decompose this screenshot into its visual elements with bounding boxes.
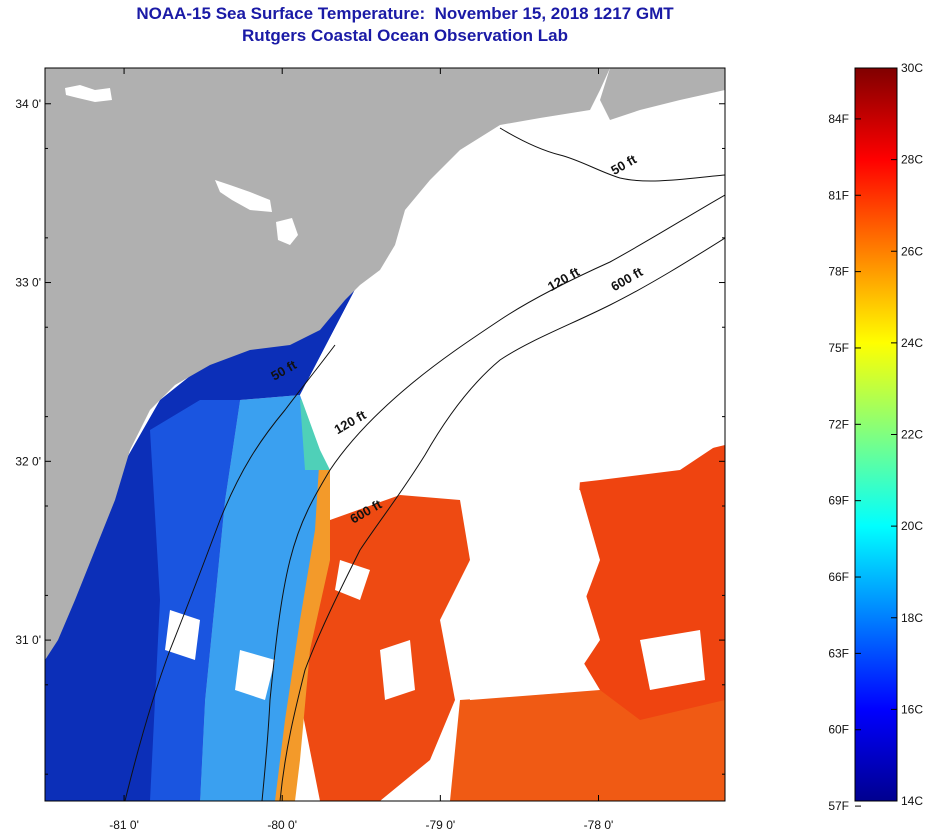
colorbar-labels: 30C 28C 26C 24C 22C 20C 18C 16C 14C 84F 81F 78F 75F 7… (828, 61, 923, 813)
colorbar-celsius-label: 14C (901, 794, 923, 808)
sst-cold-mid (150, 400, 240, 801)
colorbar-fahrenheit-label: 57F (828, 799, 849, 813)
lat-tick-label: 34 0' (15, 97, 41, 111)
lat-tick-label: 33 0' (15, 276, 41, 290)
colorbar-celsius-label: 26C (901, 244, 923, 258)
cloud-gap (165, 610, 200, 660)
axis-ticks: 34 0' 33 0' 32 0' 31 0' -81 0' -80 0' -79 0' -7… (15, 68, 725, 832)
colorbar-celsius-label: 24C (901, 336, 923, 350)
colorbar-fahrenheit-label: 69F (828, 494, 849, 508)
colorbar-fahrenheit-label: 66F (828, 570, 849, 584)
colorbar-celsius-label: 30C (901, 61, 923, 75)
isobath-contours (124, 127, 725, 801)
lon-tick-label: -79 0' (426, 818, 456, 832)
colorbar-fahrenheit-label: 60F (828, 723, 849, 737)
map-title: NOAA-15 Sea Surface Temperature: Novembe… (136, 4, 674, 23)
cloud-gap (455, 490, 600, 700)
colorbar-fahrenheit-label: 81F (828, 188, 849, 202)
land-mass-north (600, 68, 725, 120)
colorbar-fahrenheit-label: 75F (828, 341, 849, 355)
plot-frame (44, 67, 726, 802)
isobath-600ft (279, 237, 725, 801)
inland-water (276, 218, 298, 245)
colorbar-celsius-label: 20C (901, 519, 923, 533)
lon-tick-label: -80 0' (267, 818, 297, 832)
cloud-gap (380, 640, 415, 700)
lat-tick-label: 31 0' (15, 633, 41, 647)
colorbar-celsius-label: 22C (901, 428, 923, 442)
inland-water (65, 85, 112, 102)
cloud-gap (335, 560, 370, 600)
colorbar-celsius-label: 28C (901, 153, 923, 167)
colorbar-scale (854, 67, 898, 802)
lon-tick-label: -78 0' (584, 818, 614, 832)
isobath-50ft (499, 127, 725, 182)
colorbar-fahrenheit-label: 63F (828, 646, 849, 660)
cloud-gap (640, 630, 705, 690)
colorbar: 30C 28C 26C 24C 22C 20C 18C 16C 14C 84F 81F 78F 75F 7… (828, 61, 923, 813)
inland-water (215, 180, 272, 212)
lon-tick-label: -81 0' (109, 818, 139, 832)
isobath-120ft (261, 194, 725, 801)
lat-tick-label: 32 0' (15, 454, 41, 468)
land-mass (45, 68, 610, 660)
colorbar-fahrenheit-label: 84F (828, 112, 849, 126)
colorbar-fahrenheit-label: 78F (828, 265, 849, 279)
sst-warm-south (450, 690, 725, 801)
colorbar-celsius-label: 16C (901, 702, 923, 716)
map-subtitle: Rutgers Coastal Ocean Observation Lab (242, 26, 568, 45)
colorbar-fahrenheit-label: 72F (828, 417, 849, 431)
isobath-50ft-south (124, 344, 336, 801)
colorbar-celsius-label: 18C (901, 611, 923, 625)
cloud-gap (235, 650, 275, 700)
